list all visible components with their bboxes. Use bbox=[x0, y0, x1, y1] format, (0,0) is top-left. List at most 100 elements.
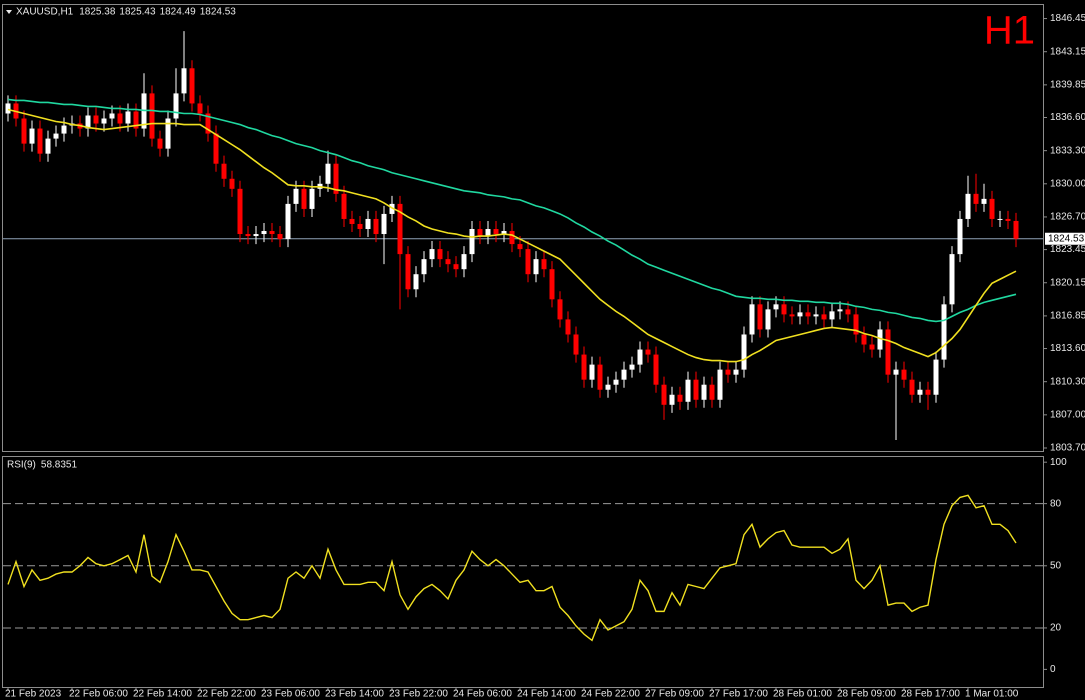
candle-body bbox=[285, 203, 291, 240]
x-tick-label: 22 Feb 22:00 bbox=[197, 689, 256, 700]
y-tick-label: 1830.00 bbox=[1050, 178, 1085, 189]
candle-body bbox=[445, 259, 451, 265]
candle-body bbox=[877, 329, 883, 350]
candle-body bbox=[733, 369, 739, 375]
candle-body bbox=[845, 309, 851, 315]
candle-body bbox=[109, 113, 115, 119]
moving-average bbox=[7, 98, 1017, 323]
candle-body bbox=[757, 304, 763, 330]
candle-body bbox=[909, 379, 915, 395]
y-tick-label: 0 bbox=[1050, 664, 1056, 675]
main-panel-frame bbox=[2, 4, 1044, 452]
header-price: 1824.49 bbox=[160, 7, 197, 18]
candle-body bbox=[165, 118, 171, 149]
candle-body bbox=[613, 379, 619, 385]
rsi-line bbox=[7, 494, 1017, 642]
candle-body bbox=[949, 254, 955, 305]
candle-body bbox=[861, 334, 867, 345]
candle-body bbox=[621, 369, 627, 380]
indicator-value: 58.8351 bbox=[41, 460, 78, 471]
candle-body bbox=[717, 369, 723, 400]
x-tick-label: 23 Feb 14:00 bbox=[325, 689, 384, 700]
candle-body bbox=[469, 229, 475, 255]
candle-body bbox=[965, 193, 971, 219]
candle-body bbox=[349, 218, 355, 224]
candle-body bbox=[837, 309, 843, 312]
y-tick-label: 1803.70 bbox=[1050, 443, 1085, 454]
candle-body bbox=[725, 369, 731, 375]
candle-body bbox=[277, 234, 283, 240]
last-price-label: 1824.53 bbox=[1048, 233, 1085, 244]
candle-body bbox=[661, 384, 667, 405]
candle-body bbox=[485, 229, 491, 237]
candle-body bbox=[597, 364, 603, 390]
candle-body bbox=[261, 231, 267, 235]
candle-body bbox=[117, 113, 123, 124]
x-tick-label: 23 Feb 22:00 bbox=[389, 689, 448, 700]
candle-body bbox=[637, 349, 643, 365]
candle-body bbox=[93, 115, 99, 124]
header-price: 1825.43 bbox=[119, 7, 156, 18]
candle-body bbox=[669, 394, 675, 405]
candle-body bbox=[549, 269, 555, 300]
candle-body bbox=[589, 364, 595, 380]
candle-body bbox=[61, 125, 67, 134]
header-price: 1825.38 bbox=[79, 7, 116, 18]
x-tick-label: 1 Mar 01:00 bbox=[965, 689, 1019, 700]
y-tick-label: 20 bbox=[1050, 623, 1062, 634]
candle-body bbox=[221, 163, 227, 179]
menu-triangle bbox=[6, 10, 12, 14]
candle-body bbox=[429, 249, 435, 260]
candle-body bbox=[573, 334, 579, 355]
x-tick-label: 27 Feb 09:00 bbox=[645, 689, 704, 700]
candle-body bbox=[829, 311, 835, 320]
candle-body bbox=[413, 274, 419, 290]
candle-body bbox=[581, 354, 587, 380]
candle-body bbox=[565, 319, 571, 335]
candle-body bbox=[293, 188, 299, 204]
candle-body bbox=[869, 344, 875, 350]
candle-body bbox=[397, 203, 403, 255]
candle-body bbox=[517, 244, 523, 250]
y-tick-label: 1846.45 bbox=[1050, 13, 1085, 24]
candle-body bbox=[773, 304, 779, 310]
candle-body bbox=[477, 229, 483, 237]
candle-body bbox=[813, 314, 819, 317]
candle-body bbox=[797, 312, 803, 317]
header-price: 1824.53 bbox=[200, 7, 237, 18]
candle-body bbox=[605, 384, 611, 390]
candle-body bbox=[885, 329, 891, 375]
candle-body bbox=[981, 198, 987, 204]
candle-body bbox=[197, 103, 203, 114]
candle-body bbox=[533, 259, 539, 275]
y-tick-label: 1826.70 bbox=[1050, 212, 1085, 223]
candle-body bbox=[381, 213, 387, 235]
y-tick-label: 1820.15 bbox=[1050, 277, 1085, 288]
candle-body bbox=[957, 218, 963, 255]
candle-body bbox=[461, 254, 467, 270]
candle-body bbox=[1005, 218, 1011, 221]
x-tick-label: 28 Feb 17:00 bbox=[901, 689, 960, 700]
candle-body bbox=[269, 231, 275, 235]
x-tick-label: 27 Feb 17:00 bbox=[709, 689, 768, 700]
x-tick-label: 28 Feb 01:00 bbox=[773, 689, 832, 700]
candle-body bbox=[509, 231, 515, 245]
candle-body bbox=[245, 234, 251, 237]
candle-body bbox=[173, 93, 179, 119]
x-tick-label: 23 Feb 06:00 bbox=[261, 689, 320, 700]
candle-body bbox=[917, 389, 923, 395]
y-tick-label: 50 bbox=[1050, 560, 1062, 571]
candle-body bbox=[101, 118, 107, 124]
candle-body bbox=[213, 133, 219, 164]
candle-body bbox=[493, 229, 499, 235]
candle-body bbox=[45, 138, 51, 154]
candle-body bbox=[365, 218, 371, 230]
candle-body bbox=[325, 163, 331, 184]
y-tick-label: 1807.00 bbox=[1050, 409, 1085, 420]
candle-body bbox=[749, 304, 755, 335]
candle-body bbox=[1013, 220, 1019, 239]
y-tick-label: 1843.15 bbox=[1050, 46, 1085, 57]
